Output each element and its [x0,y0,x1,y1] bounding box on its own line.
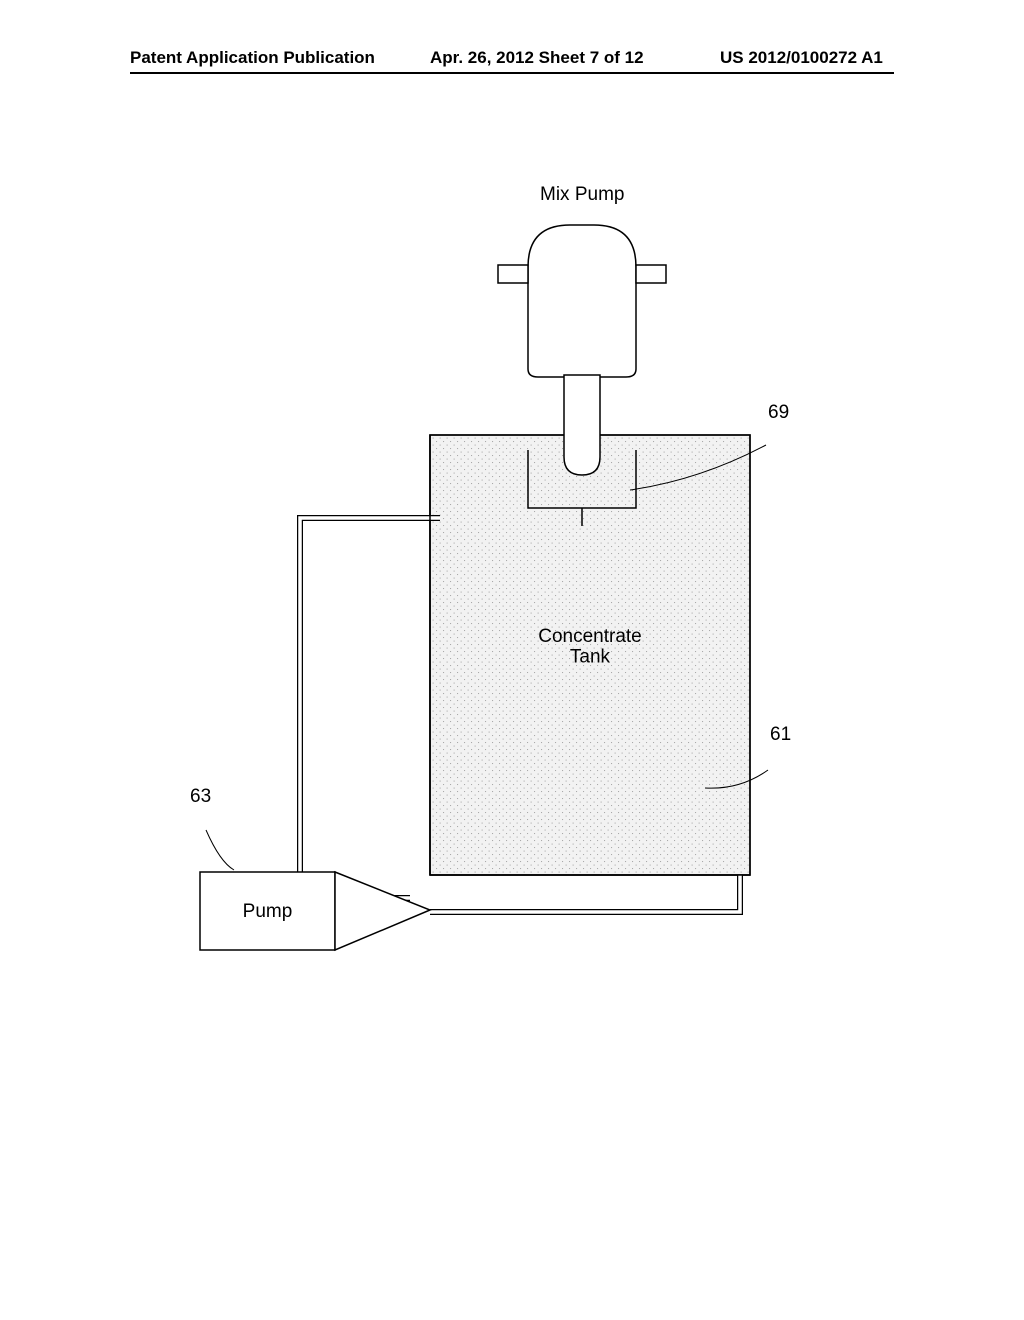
header-rule [130,72,894,74]
svg-text:69: 69 [768,402,789,423]
svg-text:Tank: Tank [570,647,611,668]
header-left: Patent Application Publication [130,48,375,68]
header-right: US 2012/0100272 A1 [720,48,883,68]
svg-text:61: 61 [770,724,791,745]
page-root: Patent Application Publication Apr. 26, … [0,0,1024,1320]
header-center: Apr. 26, 2012 Sheet 7 of 12 [430,48,644,68]
svg-text:Pump: Pump [243,901,293,922]
svg-text:Concentrate: Concentrate [538,626,642,647]
svg-text:Mix Pump: Mix Pump [540,184,624,205]
svg-text:63: 63 [190,786,211,807]
figure-7: ConcentrateTank 61 Mix Pump 69 Pump 63 [130,170,890,1070]
